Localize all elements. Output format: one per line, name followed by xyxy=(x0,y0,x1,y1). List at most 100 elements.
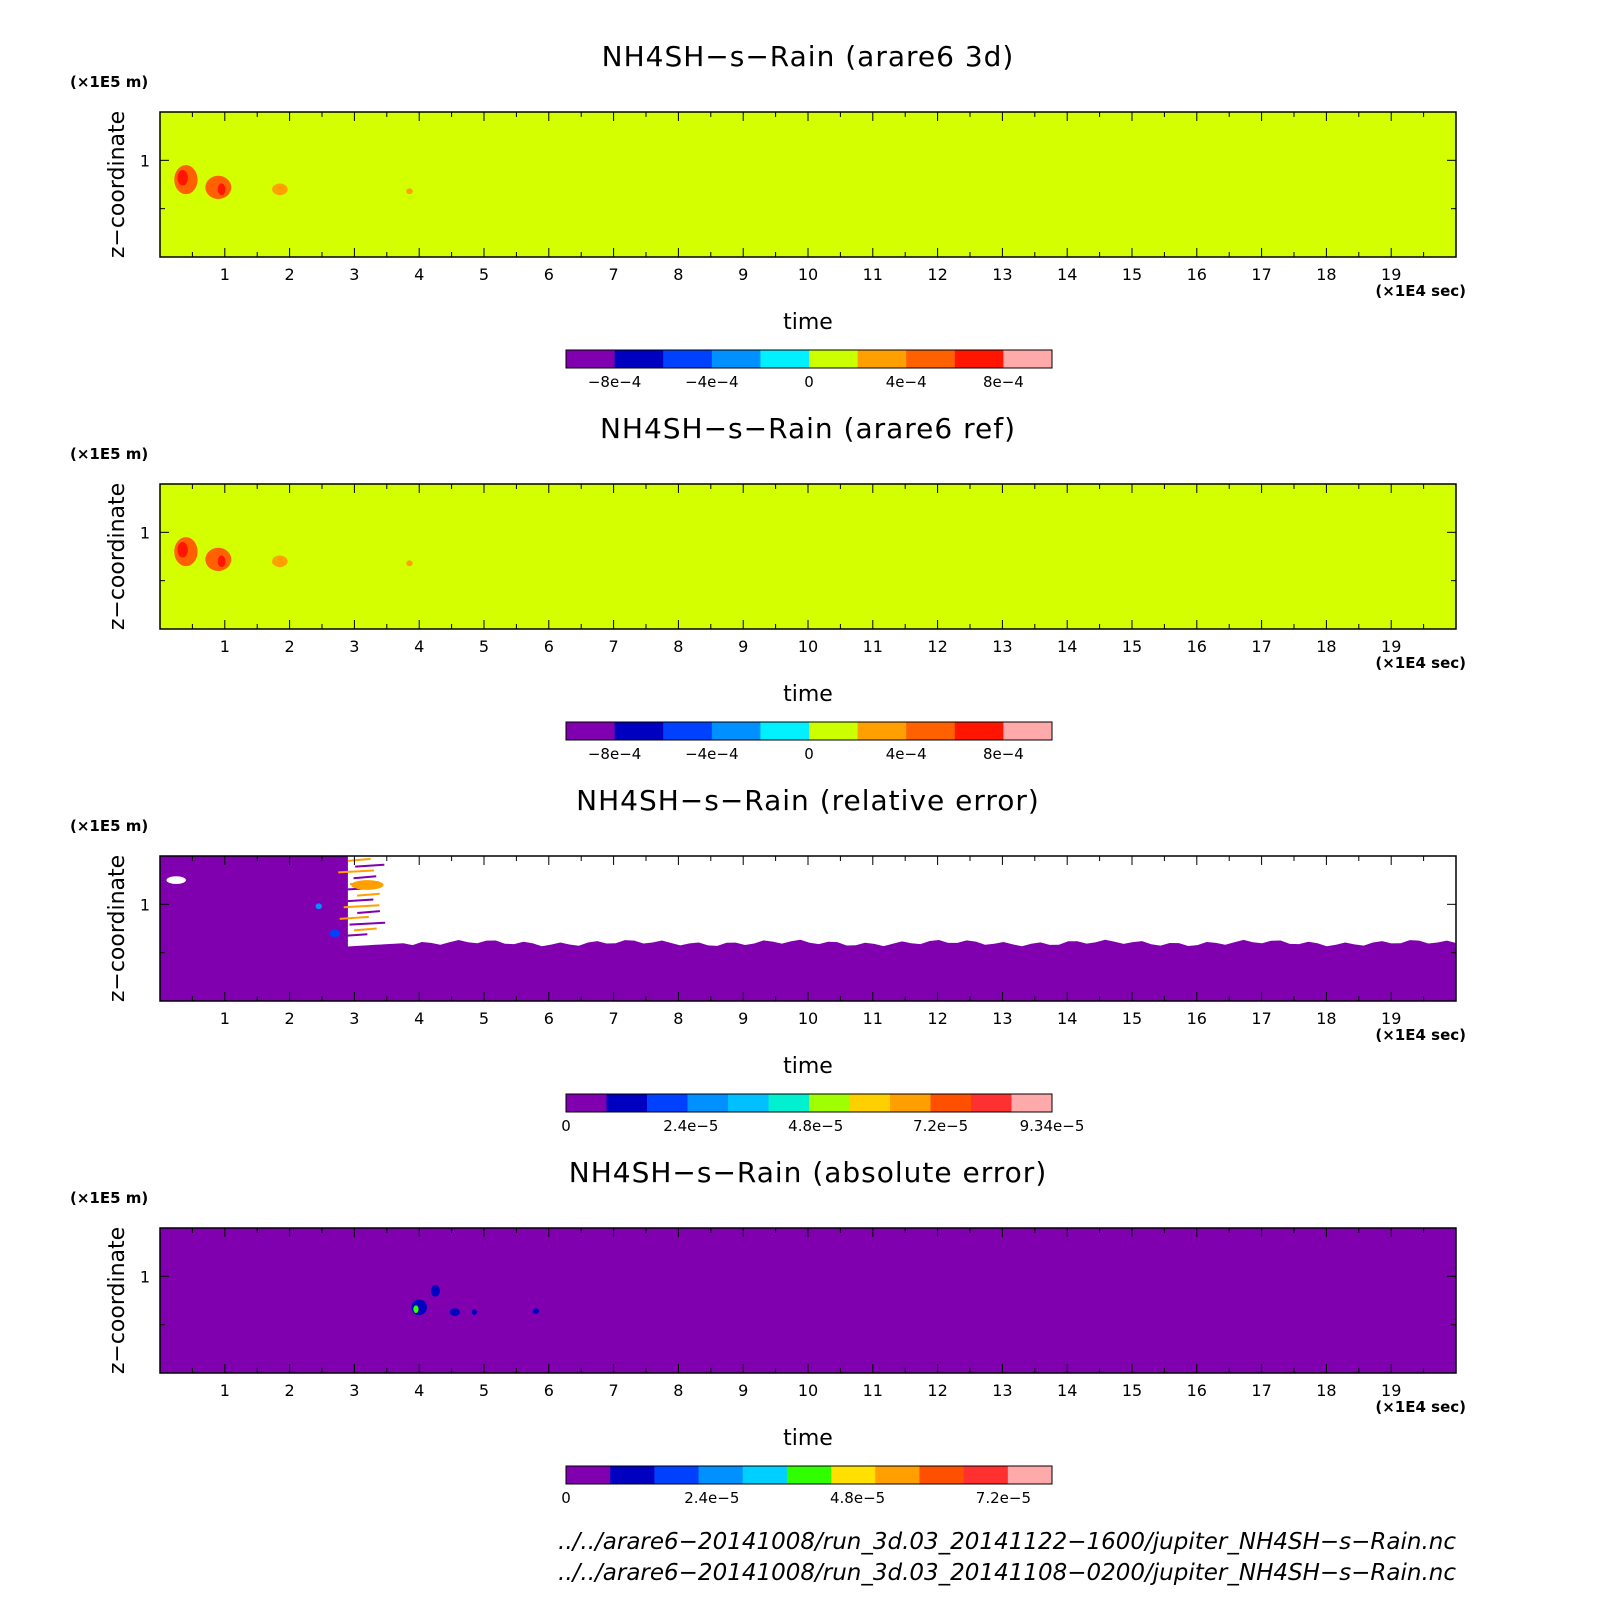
colorbar-tick-label: 4e−4 xyxy=(886,373,927,391)
x-axis-label: time xyxy=(783,682,833,707)
colorbar-swatch xyxy=(566,350,616,368)
x-tick-label: 8 xyxy=(673,637,683,656)
colorbar-swatch xyxy=(954,722,1004,740)
x-tick-label: 1 xyxy=(220,265,230,284)
x-tick-label: 16 xyxy=(1187,637,1207,656)
x-unit-label: (×1E4 sec) xyxy=(1375,282,1466,300)
y-tick-label: 1 xyxy=(140,151,150,170)
colorbar-frame xyxy=(565,1093,1053,1113)
x-tick-label: 18 xyxy=(1316,1009,1336,1028)
plot-area xyxy=(160,112,1456,257)
colorbar-swatch xyxy=(663,350,713,368)
colorbar-tick-label: 7.2e−5 xyxy=(913,1117,968,1135)
x-tick-label: 7 xyxy=(609,265,619,284)
colorbar-swatch xyxy=(711,350,761,368)
contour-feature xyxy=(177,542,188,558)
colorbar-swatch xyxy=(647,1094,688,1112)
colorbar-swatch xyxy=(857,350,907,368)
x-tick-label: 13 xyxy=(992,265,1012,284)
x-tick-label: 8 xyxy=(673,1381,683,1400)
plot-area xyxy=(160,1228,1456,1373)
plot-background xyxy=(160,1228,1456,1373)
y-tick-label: 1 xyxy=(140,1267,150,1286)
contour-feature xyxy=(413,1305,419,1314)
colorbar-swatch xyxy=(698,1466,744,1484)
colorbar-swatch xyxy=(1011,1094,1053,1112)
x-unit-label: (×1E4 sec) xyxy=(1375,1398,1466,1416)
x-axis-label: time xyxy=(783,310,833,335)
x-tick-label: 4 xyxy=(414,1009,424,1028)
colorbar-swatch xyxy=(786,1466,832,1484)
x-tick-label: 1 xyxy=(220,637,230,656)
colorbar-swatch xyxy=(919,1466,965,1484)
contour-feature xyxy=(272,555,288,568)
colorbar-tick-label: 8e−4 xyxy=(983,745,1024,763)
contour-feature xyxy=(406,560,413,567)
x-tick-label: 4 xyxy=(414,637,424,656)
colorbar-tick-label: −8e−4 xyxy=(588,745,641,763)
footer-path-1: ../../arare6−20141008/run_3d.03_20141122… xyxy=(558,1529,1456,1555)
panel-4: NH4SH−s−Rain (absolute error)(×1E5 m)1 2 3… xyxy=(70,1156,1466,1507)
x-tick-label: 11 xyxy=(863,265,883,284)
y-unit-label: (×1E5 m) xyxy=(70,817,148,835)
colorbar-tick-label: 8e−4 xyxy=(983,373,1024,391)
x-axis-label: time xyxy=(783,1054,833,1079)
x-tick-label: 16 xyxy=(1187,265,1207,284)
y-tick-label: 1 xyxy=(140,895,150,914)
x-tick-label: 9 xyxy=(738,637,748,656)
colorbar-tick-label: 0 xyxy=(804,373,814,391)
x-tick-label: 10 xyxy=(798,1381,818,1400)
undefined-region xyxy=(347,856,1456,947)
x-tick-label: 13 xyxy=(992,637,1012,656)
x-tick-label: 17 xyxy=(1251,265,1271,284)
colorbar-swatch xyxy=(654,1466,700,1484)
transition-streak xyxy=(347,857,371,862)
x-tick-label: 18 xyxy=(1316,637,1336,656)
panel-title: NH4SH−s−Rain (arare6 3d) xyxy=(602,40,1015,73)
colorbar-swatch xyxy=(687,1094,729,1112)
transition-streak xyxy=(338,869,374,874)
x-tick-label: 6 xyxy=(544,1381,554,1400)
x-tick-label: 14 xyxy=(1057,1009,1077,1028)
x-tick-label: 6 xyxy=(544,637,554,656)
colorbar-swatch xyxy=(809,350,859,368)
panel-1: NH4SH−s−Rain (arare6 3d)(×1E5 m)1 2 3 4 5 6 7 8… xyxy=(70,40,1466,391)
transition-streak xyxy=(357,892,380,897)
colorbar-tick-label: 0 xyxy=(804,745,814,763)
x-tick-label: 11 xyxy=(863,1381,883,1400)
colorbar-tick-label: 0 xyxy=(561,1117,571,1135)
x-tick-label: 19 xyxy=(1381,1009,1401,1028)
colorbar-frame xyxy=(565,349,1053,369)
contour-feature xyxy=(217,183,226,196)
colorbar-swatch xyxy=(760,350,810,368)
plot-background xyxy=(160,112,1456,257)
colorbar-swatch xyxy=(768,1094,810,1112)
x-tick-label: 15 xyxy=(1122,1381,1142,1400)
colorbar-swatch xyxy=(728,1094,769,1112)
colorbar-swatch xyxy=(906,350,956,368)
transition-streak xyxy=(339,915,369,920)
contour-feature xyxy=(471,1309,477,1315)
colorbar-swatch xyxy=(890,1094,931,1112)
colorbar: −8e−4 −4e−4 0 4e−4 8e−4 xyxy=(565,721,1053,763)
x-tick-label: 10 xyxy=(798,1009,818,1028)
y-axis-label: z−coordinate xyxy=(105,111,130,258)
colorbar-frame xyxy=(565,1465,1053,1485)
panel-2: NH4SH−s−Rain (arare6 ref)(×1E5 m)1 2 3 4 5 6 7… xyxy=(70,412,1466,763)
colorbar-swatch xyxy=(1007,1466,1053,1484)
x-tick-label: 5 xyxy=(479,637,489,656)
contour-feature xyxy=(532,1308,540,1315)
colorbar: −8e−4 −4e−4 0 4e−4 8e−4 xyxy=(565,349,1053,391)
colorbar-tick-label: −4e−4 xyxy=(685,745,738,763)
x-tick-label: 17 xyxy=(1251,637,1271,656)
contour-feature xyxy=(177,170,188,186)
colorbar-swatch xyxy=(857,722,907,740)
x-tick-label: 14 xyxy=(1057,1381,1077,1400)
x-tick-label: 8 xyxy=(673,265,683,284)
x-tick-label: 2 xyxy=(285,265,295,284)
contour-feature xyxy=(351,880,384,890)
colorbar-swatch xyxy=(809,1094,850,1112)
x-tick-label: 16 xyxy=(1187,1381,1207,1400)
colorbar-swatch xyxy=(614,350,664,368)
x-tick-label: 3 xyxy=(349,1381,359,1400)
